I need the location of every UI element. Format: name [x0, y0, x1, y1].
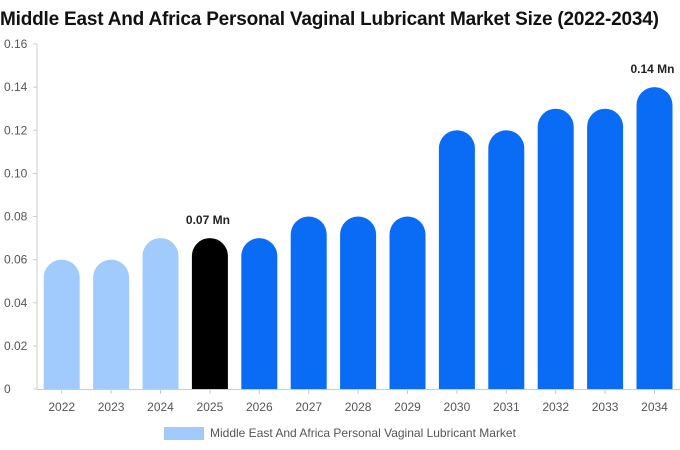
chart-title: Middle East And Africa Personal Vaginal …	[0, 9, 659, 30]
bar-2028	[340, 216, 377, 389]
bar-2026	[241, 238, 278, 389]
bar-2029	[389, 216, 426, 389]
x-tick-label: 2031	[493, 400, 520, 414]
x-tick-label: 2032	[542, 400, 569, 414]
bar-2033	[587, 108, 624, 389]
data-label: 0.14 Mn	[630, 62, 674, 76]
y-tick-label: 0.04	[4, 296, 28, 310]
bar-2030	[438, 130, 475, 390]
x-tick-label: 2026	[246, 400, 273, 414]
bar-2023	[93, 259, 130, 389]
x-tick-label: 2029	[394, 400, 421, 414]
y-tick-label: 0.16	[4, 37, 28, 51]
legend-swatch	[164, 426, 204, 440]
y-tick-label: 0.08	[4, 210, 28, 224]
bar-2032	[537, 108, 574, 389]
bar-2031	[488, 130, 525, 390]
x-tick-label: 2034	[641, 400, 668, 414]
data-label: 0.07 Mn	[186, 213, 230, 227]
x-tick-label: 2033	[592, 400, 619, 414]
y-tick-label: 0.06	[4, 253, 28, 267]
x-tick-label: 2028	[345, 400, 372, 414]
y-tick-label: 0.02	[4, 339, 28, 353]
bar-2027	[290, 216, 327, 389]
x-tick-label: 2022	[48, 400, 75, 414]
x-tick-label: 2023	[98, 400, 125, 414]
y-tick-label: 0.14	[4, 80, 28, 94]
bar-2025	[191, 238, 228, 389]
x-tick-label: 2027	[295, 400, 322, 414]
x-tick-label: 2025	[197, 400, 224, 414]
y-tick-label: 0.12	[4, 123, 28, 137]
bar-2022	[43, 259, 80, 389]
bar-2024	[142, 238, 179, 389]
x-tick-label: 2024	[147, 400, 174, 414]
legend[interactable]: Middle East And Africa Personal Vaginal …	[164, 425, 516, 441]
x-tick-label: 2030	[444, 400, 471, 414]
y-tick-label: 0	[4, 382, 11, 396]
y-tick-label: 0.10	[4, 166, 28, 180]
bar-2034	[636, 87, 673, 389]
legend-label: Middle East And Africa Personal Vaginal …	[210, 426, 516, 440]
